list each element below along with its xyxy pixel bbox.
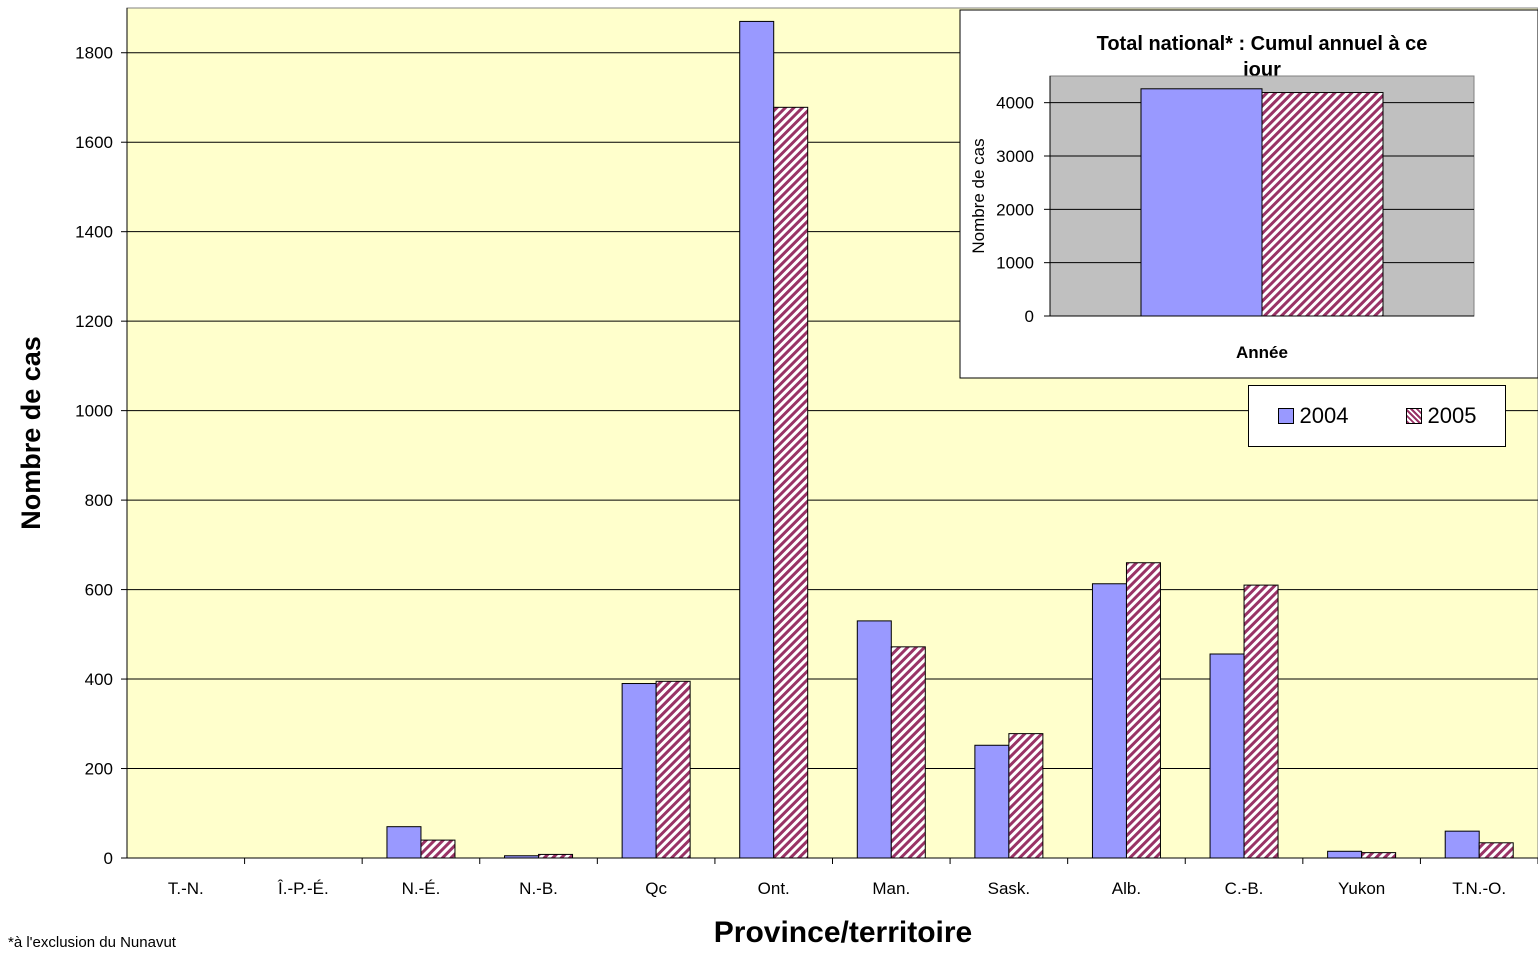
- bar-2004: [739, 20, 775, 859]
- inset-y-tick-label: 2000: [996, 200, 1034, 219]
- bar-2005: [655, 680, 691, 859]
- y-tick-label: 1400: [75, 223, 113, 242]
- bar-2004: [1444, 830, 1480, 859]
- x-tick-label: T.N.-O.: [1452, 879, 1506, 898]
- inset-y-tick-label: 1000: [996, 254, 1034, 273]
- inset-bar-2005: [1261, 92, 1384, 317]
- bar-2005: [1243, 584, 1279, 859]
- x-tick-label: N.-É.: [402, 879, 441, 898]
- inset-title-line: Total national* : Cumul annuel à ce: [1097, 33, 1428, 55]
- x-tick-label: Î.-P.-É.: [277, 879, 329, 898]
- y-tick-label: 1600: [75, 133, 113, 152]
- bar-2004: [1327, 850, 1363, 859]
- bar-2005: [420, 839, 456, 859]
- x-tick-label: T.-N.: [168, 879, 204, 898]
- bar-2004: [974, 744, 1010, 859]
- x-tick-label: Ont.: [758, 879, 790, 898]
- x-tick-label: N.-B.: [519, 879, 558, 898]
- x-tick-label: Alb.: [1112, 879, 1141, 898]
- legend-item-2004: 2004: [1277, 403, 1349, 429]
- bar-2004: [504, 855, 540, 859]
- x-axis-title: Province/territoire: [714, 916, 972, 949]
- y-axis-title: Nombre de cas: [16, 336, 46, 530]
- legend-swatch-2005: [1405, 408, 1422, 424]
- inset-x-axis-title: Année: [1236, 343, 1288, 362]
- y-tick-label: 600: [85, 581, 113, 600]
- inset-y-axis-title: Nombre de cas: [969, 138, 988, 253]
- bar-2005: [538, 853, 574, 859]
- bar-2005: [1361, 852, 1397, 859]
- legend-label-2005: 2005: [1427, 403, 1477, 428]
- bar-2005: [773, 106, 809, 859]
- x-tick-label: Man.: [872, 879, 910, 898]
- legend-swatch-2004: [1277, 408, 1294, 424]
- x-tick-label: Yukon: [1338, 879, 1385, 898]
- legend: 2004 2005: [1248, 385, 1506, 447]
- inset-bar-2004: [1140, 88, 1263, 317]
- footnote: *à l'exclusion du Nunavut: [8, 934, 176, 951]
- x-tick-label: Qc: [645, 879, 667, 898]
- x-tick-label: Sask.: [988, 879, 1031, 898]
- y-tick-label: 200: [85, 760, 113, 779]
- y-tick-label: 1800: [75, 44, 113, 63]
- bar-2004: [386, 826, 422, 859]
- bar-2004: [856, 620, 892, 859]
- y-tick-label: 800: [85, 491, 113, 510]
- bar-2004: [1209, 653, 1245, 859]
- bar-2005: [1478, 842, 1514, 859]
- bar-2004: [621, 683, 657, 859]
- bar-2005: [890, 646, 926, 859]
- inset-y-tick-label: 4000: [996, 94, 1034, 113]
- y-tick-label: 1000: [75, 402, 113, 421]
- y-tick-label: 1200: [75, 312, 113, 331]
- inset-y-tick-label: 0: [1025, 307, 1034, 326]
- legend-item-2005: 2005: [1405, 403, 1477, 429]
- x-tick-label: C.-B.: [1225, 879, 1264, 898]
- y-tick-label: 400: [85, 670, 113, 689]
- inset-y-tick-label: 3000: [996, 147, 1034, 166]
- y-tick-label: 0: [104, 849, 113, 868]
- bar-2005: [1125, 562, 1161, 859]
- bar-2005: [1008, 733, 1044, 859]
- legend-label-2004: 2004: [1299, 403, 1349, 428]
- bar-2004: [1091, 583, 1127, 859]
